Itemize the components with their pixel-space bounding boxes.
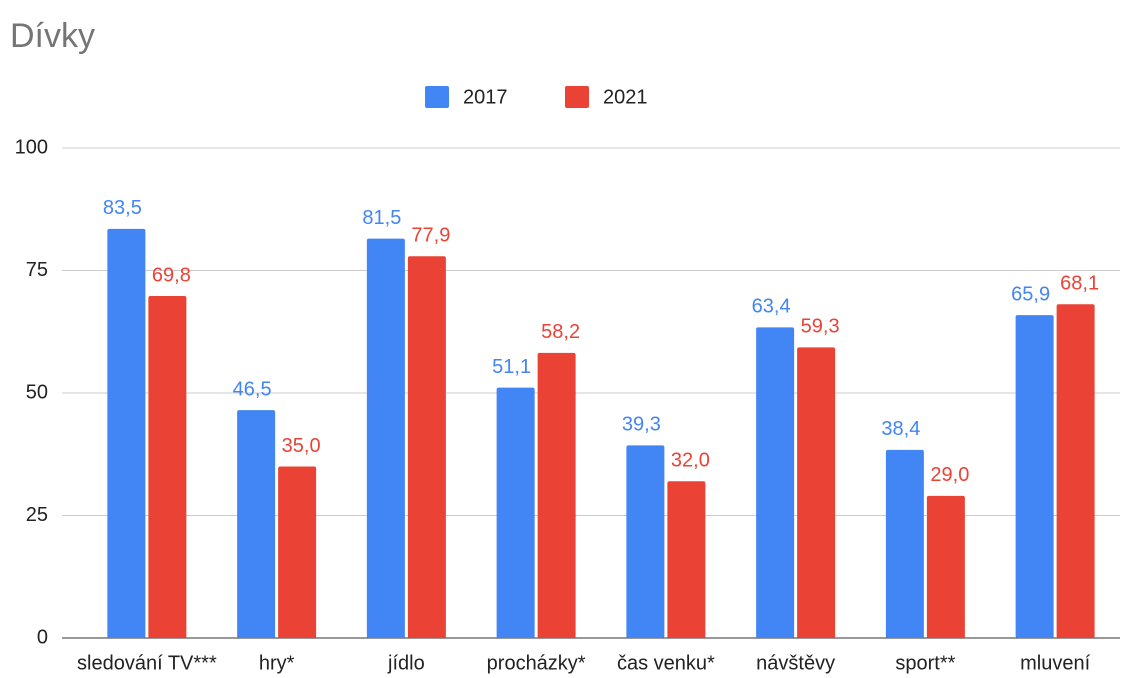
- bar: [237, 410, 276, 638]
- value-label: 68,1: [1060, 273, 1099, 295]
- y-tick-label: 75: [26, 259, 48, 281]
- bar: [366, 238, 405, 638]
- x-tick-label: návštěvy: [756, 652, 835, 674]
- y-tick-label: 50: [26, 381, 48, 403]
- value-label: 32,0: [671, 449, 710, 471]
- value-label: 38,4: [881, 418, 920, 440]
- x-tick-label: sport**: [895, 652, 955, 674]
- bar: [496, 387, 535, 638]
- value-label: 46,5: [233, 378, 272, 400]
- legend-swatch: [425, 86, 449, 108]
- y-tick-label: 25: [26, 504, 48, 526]
- bar: [537, 352, 576, 638]
- value-label: 77,9: [411, 225, 450, 247]
- value-label: 69,8: [152, 264, 191, 286]
- bar: [148, 295, 187, 638]
- value-label: 63,4: [752, 296, 791, 318]
- x-tick-label: sledování TV***: [77, 652, 217, 674]
- chart-title: Dívky: [10, 17, 95, 55]
- bar: [1056, 304, 1095, 638]
- value-label: 83,5: [103, 197, 142, 219]
- bar: [626, 445, 665, 638]
- x-tick-label: procházky*: [487, 652, 586, 674]
- bar: [926, 495, 965, 638]
- x-tick-label: jídlo: [387, 652, 425, 674]
- legend-swatch: [565, 86, 589, 108]
- bar: [407, 256, 446, 638]
- x-tick-label: hry*: [259, 652, 295, 674]
- bar: [107, 228, 146, 638]
- bar: [885, 449, 924, 638]
- value-label: 51,1: [492, 356, 531, 378]
- x-tick-label: mluvení: [1020, 652, 1090, 674]
- value-label: 81,5: [362, 207, 401, 229]
- value-label: 29,0: [930, 464, 969, 486]
- legend-label: 2017: [463, 86, 508, 108]
- value-label: 35,0: [282, 435, 321, 457]
- bar: [756, 327, 795, 638]
- value-label: 59,3: [801, 316, 840, 338]
- value-label: 58,2: [541, 321, 580, 343]
- value-label: 39,3: [622, 414, 661, 436]
- bar: [1015, 315, 1054, 638]
- value-label: 65,9: [1011, 283, 1050, 305]
- bar: [797, 347, 836, 638]
- bar: [278, 466, 317, 638]
- y-tick-label: 0: [37, 626, 48, 648]
- y-tick-label: 100: [15, 136, 48, 158]
- legend-label: 2021: [603, 86, 648, 108]
- bar: [667, 481, 706, 638]
- x-tick-label: čas venku*: [617, 652, 715, 674]
